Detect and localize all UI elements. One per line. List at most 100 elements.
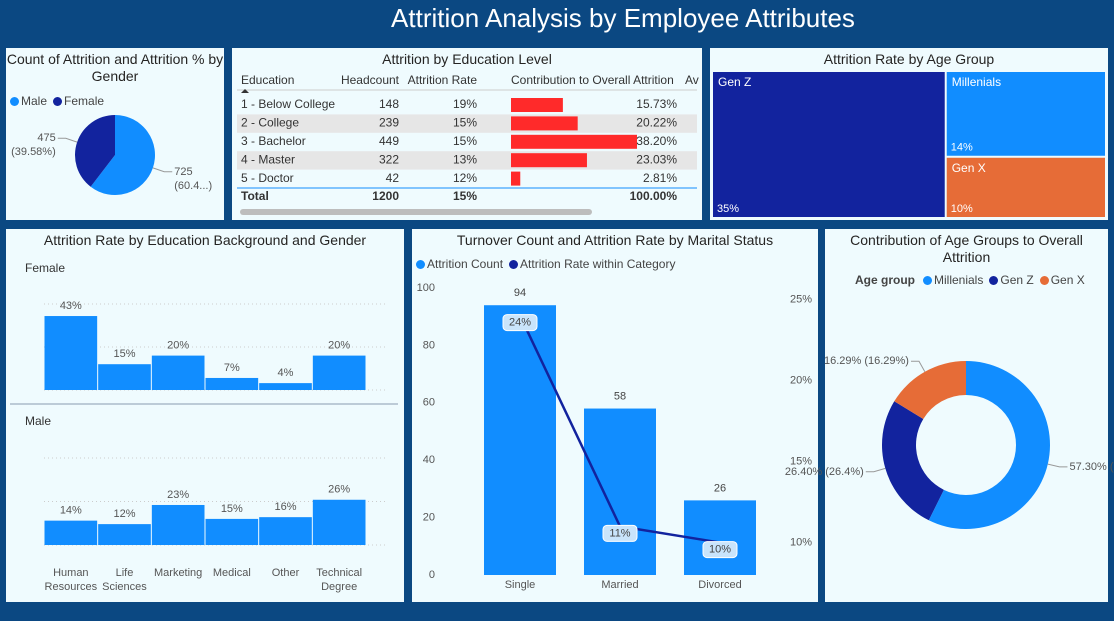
data-label: 20% bbox=[167, 340, 189, 352]
leader-line bbox=[152, 167, 173, 173]
slice bbox=[74, 115, 115, 187]
leader-line bbox=[910, 360, 926, 373]
label-box bbox=[502, 314, 538, 332]
y-tick-label: 100 bbox=[417, 282, 435, 294]
legend-item: Male bbox=[10, 94, 47, 108]
y2-tick-label: 25% bbox=[790, 293, 812, 305]
legend-label: Gen X bbox=[1050, 273, 1085, 287]
data-label: 14% bbox=[60, 505, 82, 517]
data-label: 16% bbox=[274, 501, 296, 513]
data-label: 7% bbox=[224, 362, 240, 374]
bar bbox=[312, 355, 366, 390]
label-box bbox=[602, 524, 638, 542]
data-label: 57.30% (57.3%) bbox=[1069, 460, 1114, 473]
sort-arrow bbox=[241, 89, 249, 93]
treemap-tile bbox=[713, 72, 945, 217]
y-tick-label: 80 bbox=[423, 339, 435, 351]
slice bbox=[894, 361, 966, 419]
data-label: 20% bbox=[328, 340, 350, 352]
column-header: Contribution to Overall Attrition bbox=[511, 73, 674, 87]
table-cell: 5 - Doctor bbox=[241, 171, 294, 185]
bar bbox=[151, 504, 205, 545]
data-label: 15% bbox=[221, 503, 243, 515]
table-cell: 12% bbox=[453, 171, 477, 185]
legend-item: Gen X bbox=[1039, 273, 1085, 287]
legend-marker bbox=[10, 96, 19, 106]
treemap-tile bbox=[946, 72, 1105, 156]
y-tick-label: 40 bbox=[423, 454, 435, 466]
chart-title: Attrition Rate by Education Background a… bbox=[43, 232, 367, 248]
table-cell: 239 bbox=[379, 116, 399, 130]
y2-tick-label: 15% bbox=[790, 455, 812, 467]
x-tick-label: Marketing bbox=[154, 567, 203, 579]
data-bar bbox=[511, 171, 521, 186]
table-cell: 3 - Bachelor bbox=[241, 134, 306, 148]
table-cell: 322 bbox=[379, 152, 399, 166]
page-title: Attrition Analysis by Employee Attribute… bbox=[391, 3, 855, 33]
data-label: 10% bbox=[709, 543, 731, 555]
treemap-tile bbox=[946, 157, 1105, 217]
data-label: 23% bbox=[167, 489, 189, 501]
table-cell: 449 bbox=[379, 134, 399, 148]
bar bbox=[259, 383, 312, 390]
data-bar bbox=[511, 134, 637, 149]
table-cell: 1 - Below College bbox=[241, 97, 335, 111]
y-tick-label: 20 bbox=[423, 512, 435, 524]
data-label: 12% bbox=[113, 508, 135, 520]
column-header: Av bbox=[685, 73, 699, 87]
x-tick-label: Technical Degree bbox=[316, 567, 363, 593]
data-label: 11% bbox=[609, 527, 630, 539]
data-label: 4% bbox=[278, 367, 294, 379]
x-tick-label: Medical bbox=[212, 567, 251, 579]
chart-title: Attrition by Education Level bbox=[382, 51, 552, 67]
data-label: 43% bbox=[60, 300, 82, 312]
legend-item: Attrition Rate within Category bbox=[509, 257, 675, 271]
chart-title: Turnover Count and Attrition Rate by Mar… bbox=[456, 232, 774, 248]
legend-title: Age group bbox=[855, 273, 915, 287]
total-cell: 15% bbox=[453, 189, 477, 203]
row-band bbox=[237, 114, 697, 133]
legend-marker bbox=[416, 259, 425, 269]
data-label: 24% bbox=[509, 316, 531, 328]
legend: Male Female bbox=[10, 94, 104, 108]
table-cell: 20.22% bbox=[636, 116, 677, 130]
bar bbox=[584, 408, 656, 575]
scrollbar bbox=[240, 209, 592, 215]
table-cell: 19% bbox=[453, 97, 477, 111]
table-cell: 4 - Master bbox=[241, 152, 295, 166]
data-label: 26% bbox=[328, 484, 350, 496]
panel bbox=[232, 48, 702, 220]
column-header: Education bbox=[241, 73, 294, 87]
legend-label: Male bbox=[21, 94, 48, 108]
bar bbox=[312, 499, 366, 545]
bar bbox=[44, 316, 98, 390]
bar bbox=[259, 517, 312, 545]
leader-line bbox=[1047, 463, 1068, 468]
y-tick-label: 0 bbox=[429, 569, 435, 581]
legend-label: Female bbox=[64, 94, 105, 108]
legend-label: Gen Z bbox=[1000, 273, 1034, 287]
data-label: 475 (39.58%) bbox=[11, 132, 56, 159]
total-cell: 1200 bbox=[372, 189, 399, 203]
table-cell: 38.20% bbox=[636, 134, 677, 148]
bar bbox=[98, 364, 151, 390]
leader-line bbox=[57, 137, 78, 143]
table-cell: 15.73% bbox=[636, 97, 677, 111]
legend-marker bbox=[509, 259, 519, 269]
data-label: 725 (60.4...) bbox=[174, 165, 213, 192]
legend-label: Attrition Count bbox=[427, 257, 504, 271]
legend-marker bbox=[53, 96, 63, 106]
y2-tick-label: 20% bbox=[790, 374, 812, 386]
legend-label: Attrition Rate within Category bbox=[520, 257, 676, 271]
y-tick-label: 60 bbox=[423, 397, 435, 409]
y2-tick-label: 10% bbox=[790, 536, 812, 548]
label-box bbox=[702, 541, 738, 559]
chart-title: Count of Attrition and Attrition % by Ge… bbox=[6, 51, 224, 84]
x-tick-label: Single bbox=[505, 579, 536, 591]
table-cell: 15% bbox=[453, 134, 477, 148]
bar bbox=[205, 518, 259, 545]
tile-value: 10% bbox=[951, 203, 973, 215]
